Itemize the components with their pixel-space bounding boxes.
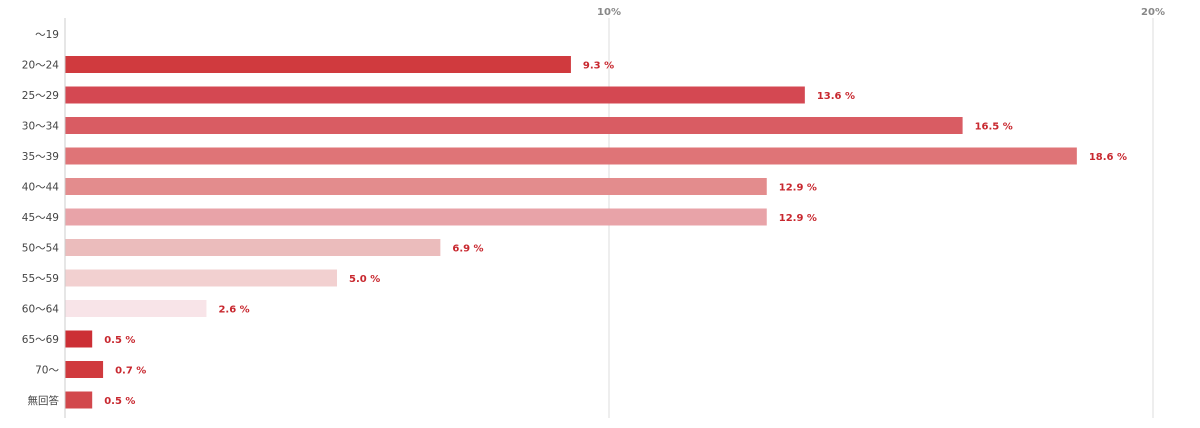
category-label: 60〜64 bbox=[22, 304, 60, 316]
bars bbox=[65, 56, 1077, 409]
bar bbox=[65, 86, 805, 104]
bar bbox=[65, 208, 767, 226]
category-label: 70〜 bbox=[35, 365, 59, 377]
bar bbox=[65, 300, 207, 317]
category-label: 無回答 bbox=[28, 394, 60, 407]
bar bbox=[65, 178, 767, 195]
value-label: 12.9 % bbox=[779, 213, 817, 224]
x-tick-label: 20% bbox=[1141, 7, 1165, 18]
bar bbox=[65, 147, 1077, 165]
bar bbox=[65, 269, 337, 287]
bar bbox=[65, 56, 571, 73]
value-label: 5.0 % bbox=[349, 274, 380, 285]
bar bbox=[65, 361, 104, 378]
category-label: 30〜34 bbox=[22, 121, 60, 133]
bar bbox=[65, 239, 441, 256]
value-label: 16.5 % bbox=[975, 122, 1013, 133]
value-label: 12.9 % bbox=[779, 183, 817, 194]
category-label: 55〜59 bbox=[22, 273, 59, 285]
category-labels: 〜19 20〜24 25〜29 30〜34 35〜39 40〜44 45〜49 50〜54 55… bbox=[22, 29, 60, 407]
value-label: 18.6 % bbox=[1089, 152, 1127, 163]
value-labels: 9.3 % 13.6 % 16.5 % 18.6 % 12.9 % 12.9 % 6.9 %… bbox=[104, 61, 1127, 408]
value-label: 0.5 % bbox=[104, 396, 135, 407]
x-tick-label: 10% bbox=[597, 7, 621, 18]
category-label: 25〜29 bbox=[22, 90, 59, 102]
category-label: 65〜69 bbox=[22, 334, 59, 346]
value-label: 2.6 % bbox=[218, 305, 249, 316]
value-label: 0.5 % bbox=[104, 335, 135, 346]
value-label: 6.9 % bbox=[452, 244, 483, 255]
value-label: 0.7 % bbox=[115, 366, 146, 377]
category-label: 〜19 bbox=[35, 29, 59, 41]
value-label: 9.3 % bbox=[583, 61, 614, 72]
x-axis-ticks: 10% 20% bbox=[597, 7, 1165, 18]
bar bbox=[65, 330, 93, 348]
value-label: 13.6 % bbox=[817, 91, 855, 102]
bar bbox=[65, 117, 963, 134]
category-label: 45〜49 bbox=[22, 212, 59, 224]
category-label: 35〜39 bbox=[22, 151, 59, 163]
category-label: 40〜44 bbox=[22, 182, 60, 194]
bar bbox=[65, 391, 93, 409]
category-label: 20〜24 bbox=[22, 60, 60, 72]
category-label: 50〜54 bbox=[22, 243, 60, 255]
